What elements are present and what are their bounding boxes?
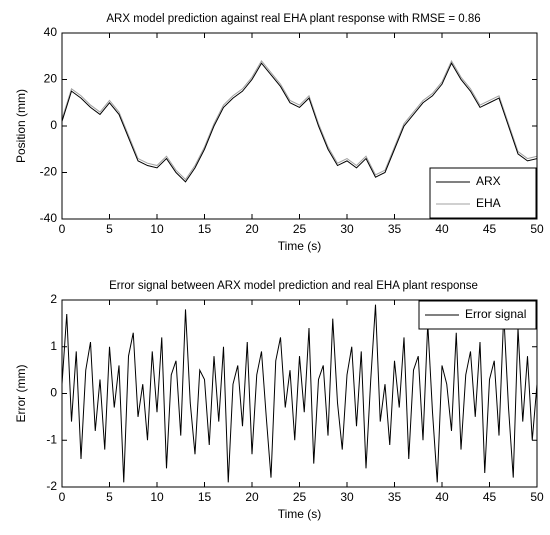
data-line bbox=[62, 59, 537, 181]
chart-title: Error signal between ARX model predictio… bbox=[109, 280, 478, 292]
y-axis-label: Position (mm) bbox=[14, 89, 28, 163]
axes-frame bbox=[61, 32, 538, 220]
y-tick-label: 2 bbox=[50, 292, 57, 306]
x-tick-label: 30 bbox=[340, 222, 354, 236]
x-tick-label: 35 bbox=[388, 490, 402, 504]
x-tick-label: 50 bbox=[530, 490, 544, 504]
x-tick-label: 15 bbox=[198, 490, 212, 504]
y-axis-label: Error (mm) bbox=[14, 365, 28, 423]
x-tick-label: 30 bbox=[340, 490, 354, 504]
y-tick-label: 20 bbox=[44, 72, 58, 86]
y-tick-label: -2 bbox=[46, 479, 57, 493]
x-axis-label: Time (s) bbox=[278, 507, 322, 521]
x-tick-label: 40 bbox=[435, 490, 449, 504]
x-axis-label: Time (s) bbox=[278, 239, 322, 253]
data-line bbox=[62, 62, 537, 183]
x-tick-label: 35 bbox=[388, 222, 402, 236]
x-tick-label: 25 bbox=[293, 222, 307, 236]
y-tick-label: 40 bbox=[44, 25, 58, 39]
y-tick-label: -40 bbox=[40, 211, 58, 225]
x-tick-label: 25 bbox=[293, 490, 307, 504]
x-tick-label: 20 bbox=[245, 490, 259, 504]
x-tick-label: 0 bbox=[59, 222, 66, 236]
x-tick-label: 45 bbox=[483, 222, 497, 236]
x-tick-label: 15 bbox=[198, 222, 212, 236]
x-tick-label: 10 bbox=[150, 490, 164, 504]
legend-label: Error signal bbox=[465, 307, 526, 321]
x-tick-label: 10 bbox=[150, 222, 164, 236]
chart-title: ARX model prediction against real EHA pl… bbox=[106, 13, 480, 25]
legend-label: EHA bbox=[476, 196, 501, 210]
x-tick-label: 50 bbox=[530, 222, 544, 236]
x-tick-label: 45 bbox=[483, 490, 497, 504]
data-line bbox=[62, 304, 537, 483]
x-tick-label: 20 bbox=[245, 222, 259, 236]
x-tick-label: 5 bbox=[106, 222, 113, 236]
legend-box bbox=[429, 167, 537, 219]
legend-label: ARX bbox=[476, 174, 501, 188]
x-tick-label: 0 bbox=[59, 490, 66, 504]
x-tick-label: 5 bbox=[106, 490, 113, 504]
y-tick-label: 1 bbox=[50, 339, 57, 353]
y-tick-label: -1 bbox=[46, 432, 57, 446]
y-tick-label: -20 bbox=[40, 165, 58, 179]
y-tick-label: 0 bbox=[50, 118, 57, 132]
y-tick-label: 0 bbox=[50, 386, 57, 400]
x-tick-label: 40 bbox=[435, 222, 449, 236]
axes-frame bbox=[61, 299, 538, 488]
